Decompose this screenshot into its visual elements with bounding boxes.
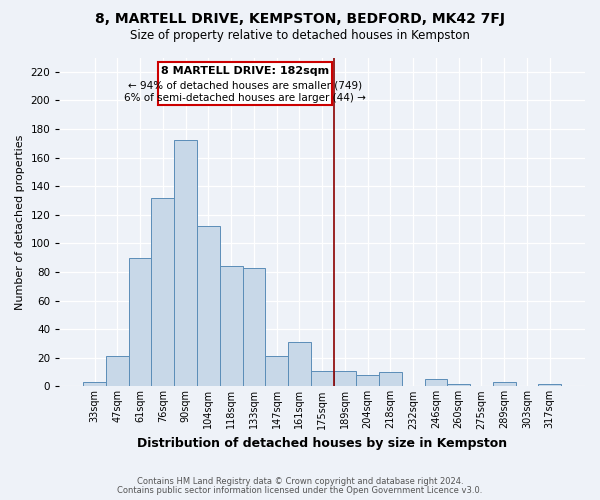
Bar	[538, 384, 561, 386]
X-axis label: Distribution of detached houses by size in Kempston: Distribution of detached houses by size …	[137, 437, 507, 450]
Text: 8 MARTELL DRIVE: 182sqm: 8 MARTELL DRIVE: 182sqm	[161, 66, 329, 76]
Text: 6% of semi-detached houses are larger (44) →: 6% of semi-detached houses are larger (4…	[124, 93, 367, 103]
Text: Contains public sector information licensed under the Open Government Licence v3: Contains public sector information licen…	[118, 486, 482, 495]
Y-axis label: Number of detached properties: Number of detached properties	[15, 134, 25, 310]
Text: Size of property relative to detached houses in Kempston: Size of property relative to detached ho…	[130, 29, 470, 42]
Bar	[151, 198, 174, 386]
Bar	[197, 226, 220, 386]
Text: ← 94% of detached houses are smaller (749): ← 94% of detached houses are smaller (74…	[128, 80, 362, 90]
Bar	[379, 372, 402, 386]
Bar	[448, 384, 470, 386]
Bar	[493, 382, 515, 386]
Bar	[129, 258, 151, 386]
Bar	[288, 342, 311, 386]
Bar	[220, 266, 242, 386]
Bar	[356, 375, 379, 386]
Text: 8, MARTELL DRIVE, KEMPSTON, BEDFORD, MK42 7FJ: 8, MARTELL DRIVE, KEMPSTON, BEDFORD, MK4…	[95, 12, 505, 26]
Bar	[265, 356, 288, 386]
Bar	[311, 370, 334, 386]
Text: Contains HM Land Registry data © Crown copyright and database right 2024.: Contains HM Land Registry data © Crown c…	[137, 477, 463, 486]
Bar	[106, 356, 129, 386]
Bar	[425, 379, 448, 386]
Bar	[242, 268, 265, 386]
Bar	[83, 382, 106, 386]
Bar	[334, 370, 356, 386]
Bar	[174, 140, 197, 386]
Bar	[158, 62, 332, 104]
